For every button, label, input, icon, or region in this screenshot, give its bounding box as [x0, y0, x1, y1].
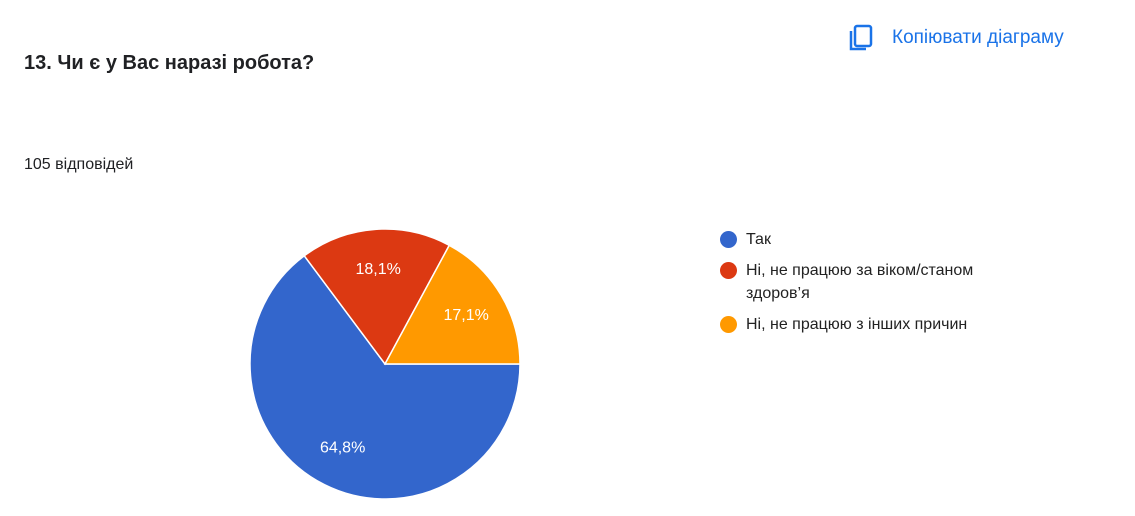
pie-slice [249, 254, 521, 500]
pie-slice [303, 228, 451, 366]
legend-label: Так [746, 231, 771, 248]
legend-swatch [720, 316, 737, 333]
copy-chart-label[interactable]: Копіювати діаграму [892, 27, 1064, 48]
slice-label: 64,8% [320, 440, 365, 457]
legend-label: Ні, не працюю з інших причин [746, 316, 968, 333]
legend-item: Ні, не працюю за віком/станом здоров’я [720, 259, 1010, 305]
legend-swatch [720, 231, 737, 248]
legend: Так Ні, не працюю за віком/станом здоров’… [720, 228, 1010, 344]
legend-label: Ні, не працюю за віком/станом здоров’я [746, 262, 974, 302]
slice-label: 18,1% [355, 261, 400, 278]
legend-swatch [720, 262, 737, 279]
copy-icon [849, 24, 873, 51]
copy-chart-button[interactable]: Копіювати діаграму [848, 24, 1064, 52]
legend-item: Ні, не працюю з інших причин [720, 313, 1010, 336]
slice-label: 17,1% [444, 307, 489, 324]
response-count: 105 відповідей [24, 156, 134, 173]
pie-slice [383, 244, 521, 365]
question-title: 13. Чи є у Вас наразі робота? [24, 52, 315, 74]
legend-item: Так [720, 228, 1010, 251]
